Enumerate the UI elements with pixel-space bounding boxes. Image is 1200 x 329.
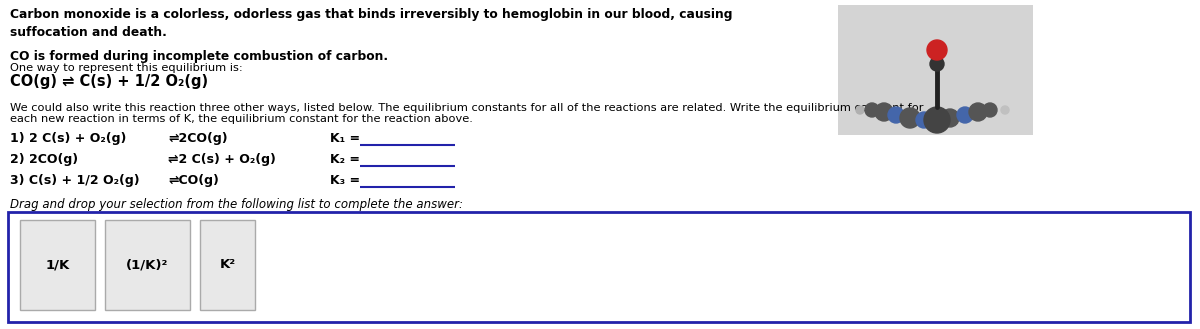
Circle shape bbox=[916, 112, 932, 128]
Bar bbox=[8, 212, 1190, 322]
Circle shape bbox=[941, 109, 959, 127]
Text: 1/K: 1/K bbox=[46, 259, 70, 271]
Text: K₂ =: K₂ = bbox=[330, 153, 360, 166]
Bar bbox=[200, 220, 256, 310]
Text: K₃ =: K₃ = bbox=[330, 174, 360, 187]
Circle shape bbox=[924, 107, 950, 133]
Text: Carbon monoxide is a colorless, odorless gas that binds irreversibly to hemoglob: Carbon monoxide is a colorless, odorless… bbox=[10, 8, 732, 39]
Text: CO(g) ⇌ C(s) + 1/2 O₂(g): CO(g) ⇌ C(s) + 1/2 O₂(g) bbox=[10, 74, 208, 89]
Circle shape bbox=[875, 103, 893, 121]
Bar bbox=[106, 220, 190, 310]
Text: We could also write this reaction three other ways, listed below. The equilibriu: We could also write this reaction three … bbox=[10, 103, 924, 113]
Circle shape bbox=[928, 40, 947, 60]
Circle shape bbox=[865, 103, 878, 117]
Circle shape bbox=[930, 57, 944, 71]
Text: 3) C(s) + 1/2 O₂(g): 3) C(s) + 1/2 O₂(g) bbox=[10, 174, 139, 187]
Circle shape bbox=[856, 106, 864, 114]
Text: K²: K² bbox=[220, 259, 235, 271]
Bar bbox=[838, 5, 1033, 135]
Text: CO is formed during incomplete combustion of carbon.: CO is formed during incomplete combustio… bbox=[10, 50, 388, 63]
Circle shape bbox=[888, 107, 904, 123]
Text: 1) 2 C(s) + O₂(g): 1) 2 C(s) + O₂(g) bbox=[10, 132, 126, 145]
Text: (1/K)²: (1/K)² bbox=[126, 259, 169, 271]
Circle shape bbox=[983, 103, 997, 117]
Bar bbox=[20, 220, 95, 310]
Text: ⇌2 C(s) + O₂(g): ⇌2 C(s) + O₂(g) bbox=[168, 153, 276, 166]
Circle shape bbox=[926, 109, 948, 131]
Text: K₁ =: K₁ = bbox=[330, 132, 360, 145]
Circle shape bbox=[900, 108, 920, 128]
Text: each new reaction in terms of K, the equilibrium constant for the reaction above: each new reaction in terms of K, the equ… bbox=[10, 114, 473, 124]
Text: 2) 2CO(g): 2) 2CO(g) bbox=[10, 153, 78, 166]
Text: ⇌CO(g): ⇌CO(g) bbox=[168, 174, 218, 187]
Circle shape bbox=[1001, 106, 1009, 114]
Text: One way to represent this equilibrium is:: One way to represent this equilibrium is… bbox=[10, 63, 242, 73]
Circle shape bbox=[970, 103, 986, 121]
Text: Drag and drop your selection from the following list to complete the answer:: Drag and drop your selection from the fo… bbox=[10, 198, 463, 211]
Circle shape bbox=[958, 107, 973, 123]
Text: ⇌2CO(g): ⇌2CO(g) bbox=[168, 132, 228, 145]
